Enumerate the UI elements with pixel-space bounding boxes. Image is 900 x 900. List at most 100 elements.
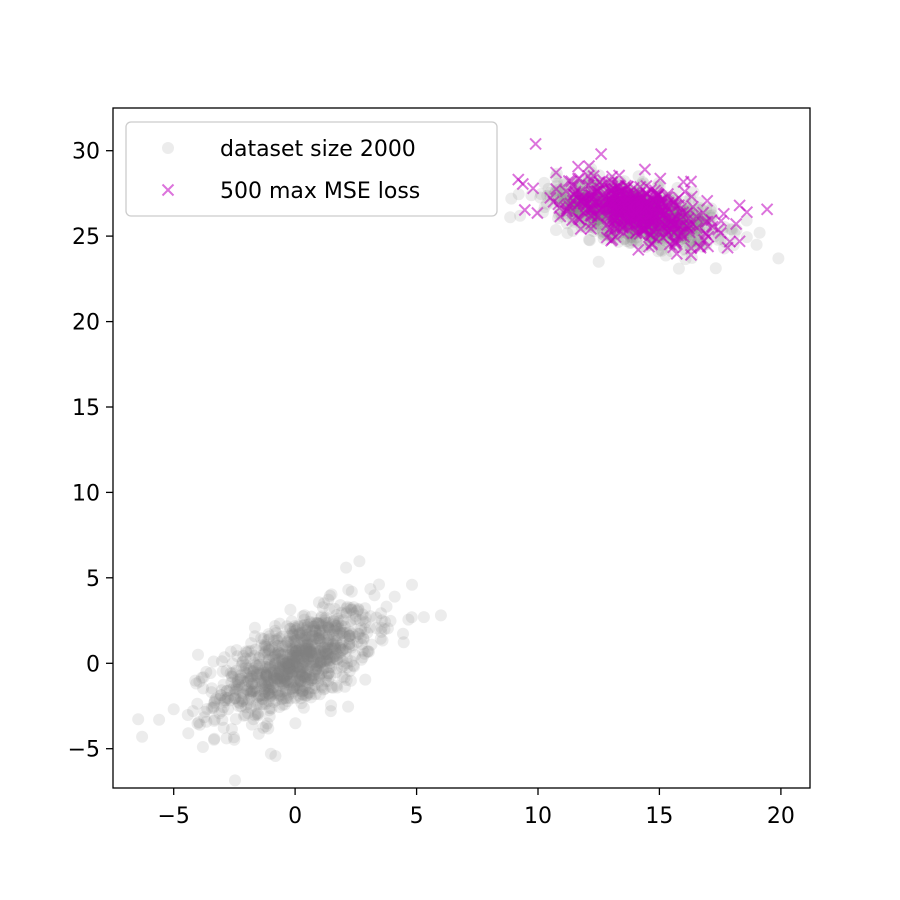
dataset-point: [333, 615, 346, 627]
dataset-point: [302, 663, 315, 676]
dataset-point: [290, 660, 303, 673]
dataset-point: [280, 673, 293, 686]
dataset-point: [267, 681, 279, 694]
dataset-point: [312, 629, 325, 642]
dataset-point: [278, 677, 291, 690]
dataset-point: [321, 655, 334, 668]
dataset-point: [308, 672, 320, 685]
dataset-point: [313, 668, 326, 681]
dataset-point: [342, 700, 355, 713]
dataset-point: [316, 624, 329, 637]
dataset-point: [359, 623, 372, 635]
dataset-point: [262, 675, 275, 687]
dataset-point: [361, 626, 374, 639]
dataset-point: [294, 684, 307, 697]
dataset-point: [240, 646, 253, 659]
max-mse-point: [638, 163, 652, 176]
dataset-point: [330, 662, 343, 675]
dataset-point: [274, 672, 287, 685]
dataset-point: [219, 691, 232, 704]
dataset-point: [322, 667, 335, 680]
dataset-point: [310, 663, 322, 676]
dataset-point: [283, 659, 296, 672]
dataset-point: [306, 624, 319, 637]
y-tick-label: 20: [72, 311, 100, 336]
dataset-point: [244, 684, 257, 697]
dataset-point: [167, 703, 180, 716]
dataset-point: [325, 699, 338, 712]
dataset-point: [753, 226, 766, 239]
dataset-point: [282, 658, 295, 671]
dataset-point: [318, 645, 330, 657]
max-mse-point: [642, 227, 656, 240]
dataset-point: [248, 709, 261, 722]
dataset-point: [402, 613, 415, 626]
dataset-point: [286, 665, 299, 678]
dataset-point: [269, 650, 282, 663]
dataset-point: [304, 650, 317, 663]
dataset-point: [253, 650, 266, 663]
dataset-point: [319, 640, 332, 653]
dataset-point: [259, 689, 272, 702]
dataset-point: [260, 670, 272, 683]
dataset-point: [272, 685, 285, 698]
dataset-point: [201, 703, 214, 715]
max-mse-point: [701, 240, 715, 253]
dataset-point: [246, 685, 259, 698]
dataset-point: [325, 643, 338, 656]
dataset-point: [322, 654, 335, 667]
dataset-point: [226, 657, 239, 670]
dataset-point: [583, 233, 595, 246]
dataset-point: [246, 677, 259, 690]
dataset-point: [229, 774, 241, 787]
dataset-point: [267, 672, 280, 685]
dataset-point: [303, 644, 316, 657]
dataset-point: [397, 627, 409, 640]
dataset-point: [237, 649, 250, 662]
dataset-point: [330, 647, 343, 659]
dataset-point: [305, 660, 318, 673]
max-mse-point: [582, 179, 596, 192]
dataset-point: [261, 683, 274, 696]
dataset-point: [269, 684, 282, 697]
dataset-point: [310, 617, 323, 630]
dataset-point: [280, 692, 292, 705]
dataset-point: [291, 666, 304, 679]
dataset-point: [286, 627, 299, 640]
dataset-point: [344, 674, 357, 687]
max-mse-point: [654, 172, 667, 185]
max-mse-point: [518, 203, 532, 217]
dataset-point: [277, 672, 290, 685]
dataset-point: [200, 665, 213, 678]
max-mse-point: [733, 235, 746, 248]
dataset-point: [343, 665, 356, 677]
dataset-point: [276, 685, 289, 698]
dataset-point: [313, 634, 326, 647]
dataset-point: [313, 632, 326, 645]
dataset-point: [269, 624, 282, 637]
dataset-point: [298, 639, 311, 652]
dataset-point: [320, 671, 333, 684]
dataset-point: [235, 700, 248, 713]
dataset-point: [200, 715, 213, 728]
dataset-point: [227, 689, 240, 702]
dataset-point: [294, 665, 307, 678]
dataset-point: [301, 633, 314, 646]
dataset-point: [296, 685, 309, 698]
dataset-point: [314, 645, 327, 658]
dataset-point: [276, 630, 289, 643]
dataset-point: [249, 681, 262, 694]
dataset-point: [356, 608, 369, 621]
dataset-point: [262, 642, 275, 655]
dataset-point: [286, 655, 299, 668]
dataset-point: [379, 615, 391, 628]
dataset-point: [336, 643, 349, 656]
dataset-point: [252, 727, 265, 740]
dataset-point: [277, 678, 289, 691]
dataset-point: [375, 614, 388, 627]
dataset-point: [246, 685, 259, 698]
dataset-point: [250, 669, 263, 682]
dataset-point: [292, 648, 305, 661]
dataset-point: [340, 674, 353, 686]
dataset-point: [359, 673, 372, 686]
